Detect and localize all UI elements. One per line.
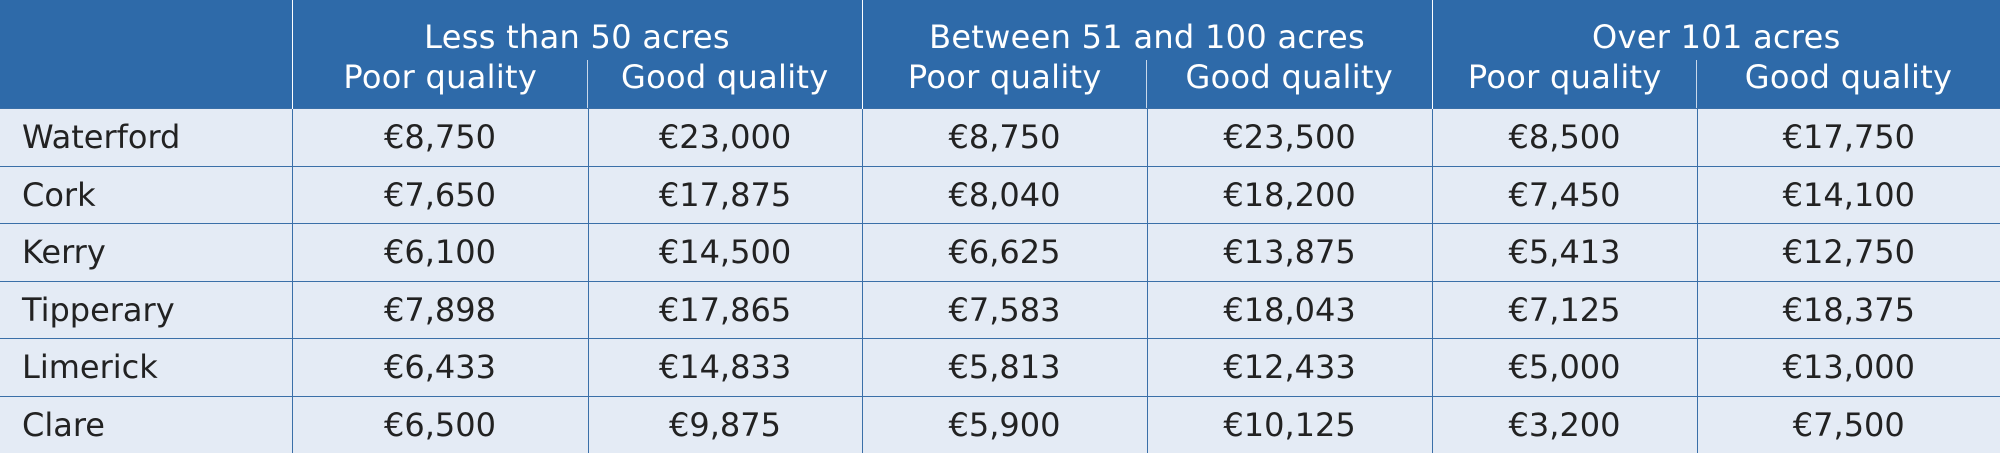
value-cell: €13,875: [1146, 223, 1433, 281]
table-row: Cork €7,650 €17,875 €8,040 €18,200 €7,45…: [0, 165, 2000, 224]
value-cell: €9,875: [587, 395, 863, 453]
value-cell: €14,100: [1696, 165, 2000, 224]
county-cell: Kerry: [0, 223, 292, 281]
subheader-poor-quality: Poor quality: [1432, 56, 1698, 109]
group-header-less-than-50: Less than 50 acres: [292, 0, 863, 56]
value-cell: €7,650: [291, 165, 588, 224]
county-cell: Waterford: [0, 108, 292, 166]
value-cell: €3,200: [1431, 395, 1698, 453]
value-cell: €7,583: [861, 280, 1148, 339]
value-cell: €8,500: [1431, 108, 1698, 166]
table-row: Waterford €8,750 €23,000 €8,750 €23,500 …: [0, 108, 2000, 166]
value-cell: €5,413: [1431, 223, 1698, 281]
value-cell: €8,750: [861, 108, 1148, 166]
header-corner: [0, 0, 293, 109]
value-cell: €6,100: [291, 223, 588, 281]
subheader-good-quality: Good quality: [588, 56, 863, 109]
value-cell: €17,750: [1696, 108, 2000, 166]
value-cell: €6,500: [291, 395, 588, 453]
county-cell: Limerick: [0, 338, 292, 396]
value-cell: €8,040: [861, 165, 1148, 224]
table-row: Clare €6,500 €9,875 €5,900 €10,125 €3,20…: [0, 395, 2000, 453]
value-cell: €18,375: [1696, 280, 2000, 339]
group-header-over-101: Over 101 acres: [1432, 0, 2000, 56]
value-cell: €7,450: [1431, 165, 1698, 224]
value-cell: €6,433: [291, 338, 588, 396]
value-cell: €5,000: [1431, 338, 1698, 396]
value-cell: €23,500: [1146, 108, 1433, 166]
value-cell: €5,813: [861, 338, 1148, 396]
value-cell: €8,750: [291, 108, 588, 166]
table-row: Tipperary €7,898 €17,865 €7,583 €18,043 …: [0, 280, 2000, 339]
header-sub-row: Poor quality Good quality Poor quality G…: [0, 56, 2000, 109]
value-cell: €7,898: [291, 280, 588, 339]
group-header-51-to-100: Between 51 and 100 acres: [862, 0, 1433, 56]
value-cell: €5,900: [861, 395, 1148, 453]
subheader-poor-quality: Poor quality: [292, 56, 588, 109]
value-cell: €14,833: [587, 338, 863, 396]
header-group-row: Less than 50 acres Between 51 and 100 ac…: [0, 0, 2000, 109]
subheader-good-quality: Good quality: [1147, 56, 1433, 109]
value-cell: €17,875: [587, 165, 863, 224]
value-cell: €12,433: [1146, 338, 1433, 396]
county-cell: Clare: [0, 395, 292, 453]
value-cell: €18,043: [1146, 280, 1433, 339]
value-cell: €7,500: [1696, 395, 2000, 453]
value-cell: €23,000: [587, 108, 863, 166]
subheader-poor-quality: Poor quality: [862, 56, 1148, 109]
value-cell: €7,125: [1431, 280, 1698, 339]
county-cell: Tipperary: [0, 280, 292, 339]
value-cell: €14,500: [587, 223, 863, 281]
value-cell: €13,000: [1696, 338, 2000, 396]
table-row: Kerry €6,100 €14,500 €6,625 €13,875 €5,4…: [0, 223, 2000, 281]
table-row: Limerick €6,433 €14,833 €5,813 €12,433 €…: [0, 338, 2000, 396]
subheader-good-quality: Good quality: [1697, 56, 2000, 109]
county-cell: Cork: [0, 165, 292, 224]
value-cell: €12,750: [1696, 223, 2000, 281]
value-cell: €10,125: [1146, 395, 1433, 453]
value-cell: €17,865: [587, 280, 863, 339]
value-cell: €18,200: [1146, 165, 1433, 224]
value-cell: €6,625: [861, 223, 1148, 281]
